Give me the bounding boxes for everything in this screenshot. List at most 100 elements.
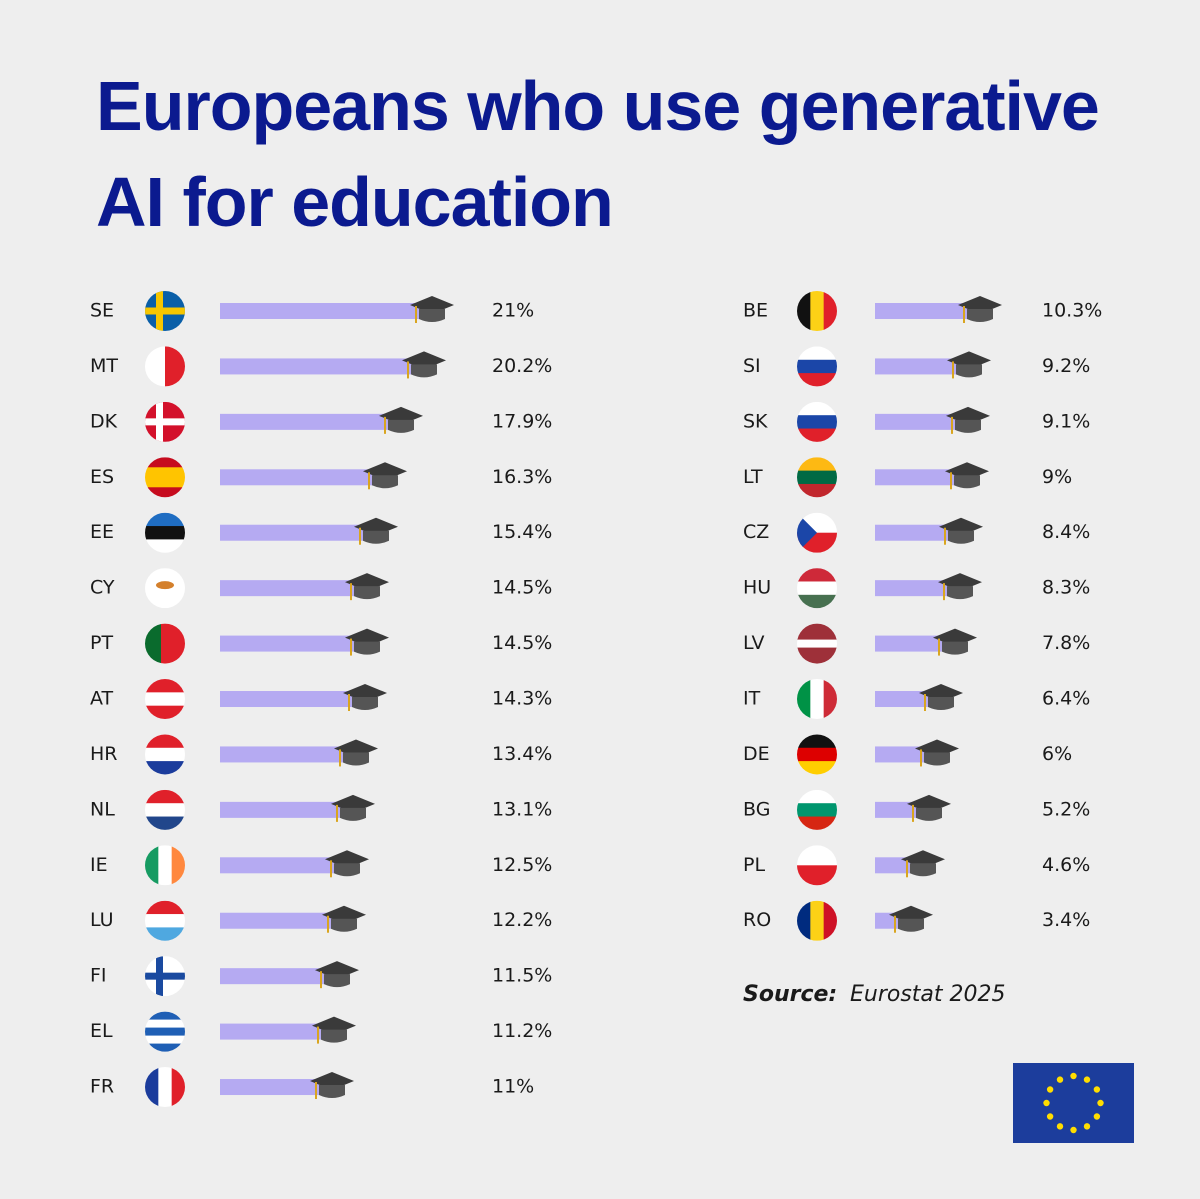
value-label: 13.4% bbox=[492, 743, 552, 765]
cap-base bbox=[372, 475, 398, 489]
cap-icon bbox=[938, 573, 982, 601]
star bbox=[1093, 1113, 1101, 1120]
cap-base bbox=[924, 752, 950, 766]
flag bbox=[797, 734, 837, 775]
flag-stripe bbox=[810, 291, 825, 331]
value-label: 8.3% bbox=[1042, 577, 1090, 599]
cap-icon bbox=[402, 351, 446, 379]
flag-stripe bbox=[145, 816, 185, 830]
value-label: 14.3% bbox=[492, 688, 552, 710]
bar bbox=[875, 580, 958, 597]
star bbox=[1056, 1076, 1064, 1083]
flag-stripe bbox=[145, 512, 185, 527]
flag-stripe bbox=[797, 761, 837, 775]
flag bbox=[145, 679, 185, 720]
cap-icon bbox=[889, 905, 933, 933]
flag-stripe bbox=[145, 914, 185, 928]
flag bbox=[145, 346, 185, 387]
cap-icon bbox=[901, 850, 945, 878]
flag bbox=[145, 789, 185, 830]
flag-stripe bbox=[145, 1035, 185, 1045]
bar bbox=[220, 469, 383, 486]
flag-map bbox=[156, 581, 174, 590]
star bbox=[1046, 1113, 1054, 1120]
value-label: 13.1% bbox=[492, 798, 552, 820]
flag bbox=[797, 789, 837, 830]
flag-stripe bbox=[171, 1067, 185, 1108]
cap-base bbox=[910, 863, 936, 877]
flag bbox=[797, 623, 837, 664]
value-label: 16.3% bbox=[492, 466, 552, 488]
value-label: 11.2% bbox=[492, 1020, 552, 1042]
bar bbox=[875, 469, 965, 486]
cap-icon bbox=[410, 296, 454, 323]
country-code: FR bbox=[90, 1076, 114, 1098]
flag bbox=[797, 845, 837, 886]
cap-icon bbox=[907, 794, 951, 822]
cap-base bbox=[419, 309, 445, 322]
flag-stripe bbox=[145, 705, 185, 720]
source: Eurostat 2025 bbox=[850, 982, 1006, 1007]
flag-stripe bbox=[797, 291, 811, 331]
flag-stripe bbox=[145, 1027, 185, 1037]
flag bbox=[145, 512, 185, 553]
flag-stripe bbox=[158, 1067, 173, 1108]
flag-stripe bbox=[145, 457, 185, 468]
cap-icon bbox=[310, 1072, 354, 1100]
value-label: 8.4% bbox=[1042, 521, 1090, 543]
value-label: 15.4% bbox=[492, 521, 552, 543]
value-label: 12.2% bbox=[492, 909, 552, 931]
flag bbox=[145, 1011, 185, 1052]
country-code: CY bbox=[90, 577, 115, 599]
flag-stripe bbox=[161, 623, 185, 664]
value-label: 6% bbox=[1042, 743, 1072, 765]
value-label: 4.6% bbox=[1042, 854, 1090, 876]
cap-base bbox=[942, 641, 968, 655]
cap-base bbox=[955, 419, 981, 433]
star bbox=[1070, 1072, 1077, 1080]
country-code: HU bbox=[743, 577, 771, 599]
bar bbox=[220, 691, 363, 708]
cap-icon bbox=[919, 684, 963, 712]
cap-base bbox=[954, 475, 980, 489]
cap-icon bbox=[933, 628, 977, 656]
cap-base bbox=[334, 863, 360, 877]
value-label: 17.9% bbox=[492, 410, 552, 432]
star bbox=[1097, 1099, 1104, 1107]
flag-cross bbox=[145, 307, 185, 315]
cap-base bbox=[411, 364, 437, 378]
flag-stripe bbox=[145, 927, 185, 941]
cap-icon bbox=[915, 739, 959, 767]
cap-base bbox=[321, 1029, 347, 1043]
cap-base bbox=[340, 807, 366, 821]
cap-icon bbox=[958, 296, 1002, 323]
country-code: BE bbox=[743, 300, 768, 322]
cap-icon bbox=[946, 406, 990, 434]
flag-stripe bbox=[145, 1011, 185, 1021]
cap-icon bbox=[945, 462, 989, 490]
star bbox=[1070, 1126, 1077, 1134]
flag-cross bbox=[145, 972, 185, 980]
bar bbox=[875, 358, 967, 375]
cap-icon bbox=[343, 684, 387, 712]
bar bbox=[875, 635, 953, 652]
flag-stripe bbox=[145, 900, 185, 915]
cap-base bbox=[352, 697, 378, 711]
country-code: PL bbox=[743, 854, 765, 876]
flag bbox=[797, 568, 837, 609]
value-label: 10.3% bbox=[1042, 300, 1102, 322]
cap-base bbox=[331, 918, 357, 932]
value-label: 9.1% bbox=[1042, 410, 1090, 432]
flag-stripe bbox=[145, 467, 185, 488]
value-label: 14.5% bbox=[492, 632, 552, 654]
flag-stripe bbox=[797, 415, 837, 430]
star bbox=[1043, 1099, 1050, 1107]
flag-stripe bbox=[810, 900, 825, 941]
flag-stripe bbox=[823, 291, 837, 331]
value-label: 7.8% bbox=[1042, 632, 1090, 654]
country-code: DK bbox=[90, 410, 118, 432]
flag-stripe bbox=[797, 647, 837, 664]
star bbox=[1083, 1076, 1091, 1083]
flag bbox=[797, 512, 837, 553]
cap-icon bbox=[345, 573, 389, 601]
